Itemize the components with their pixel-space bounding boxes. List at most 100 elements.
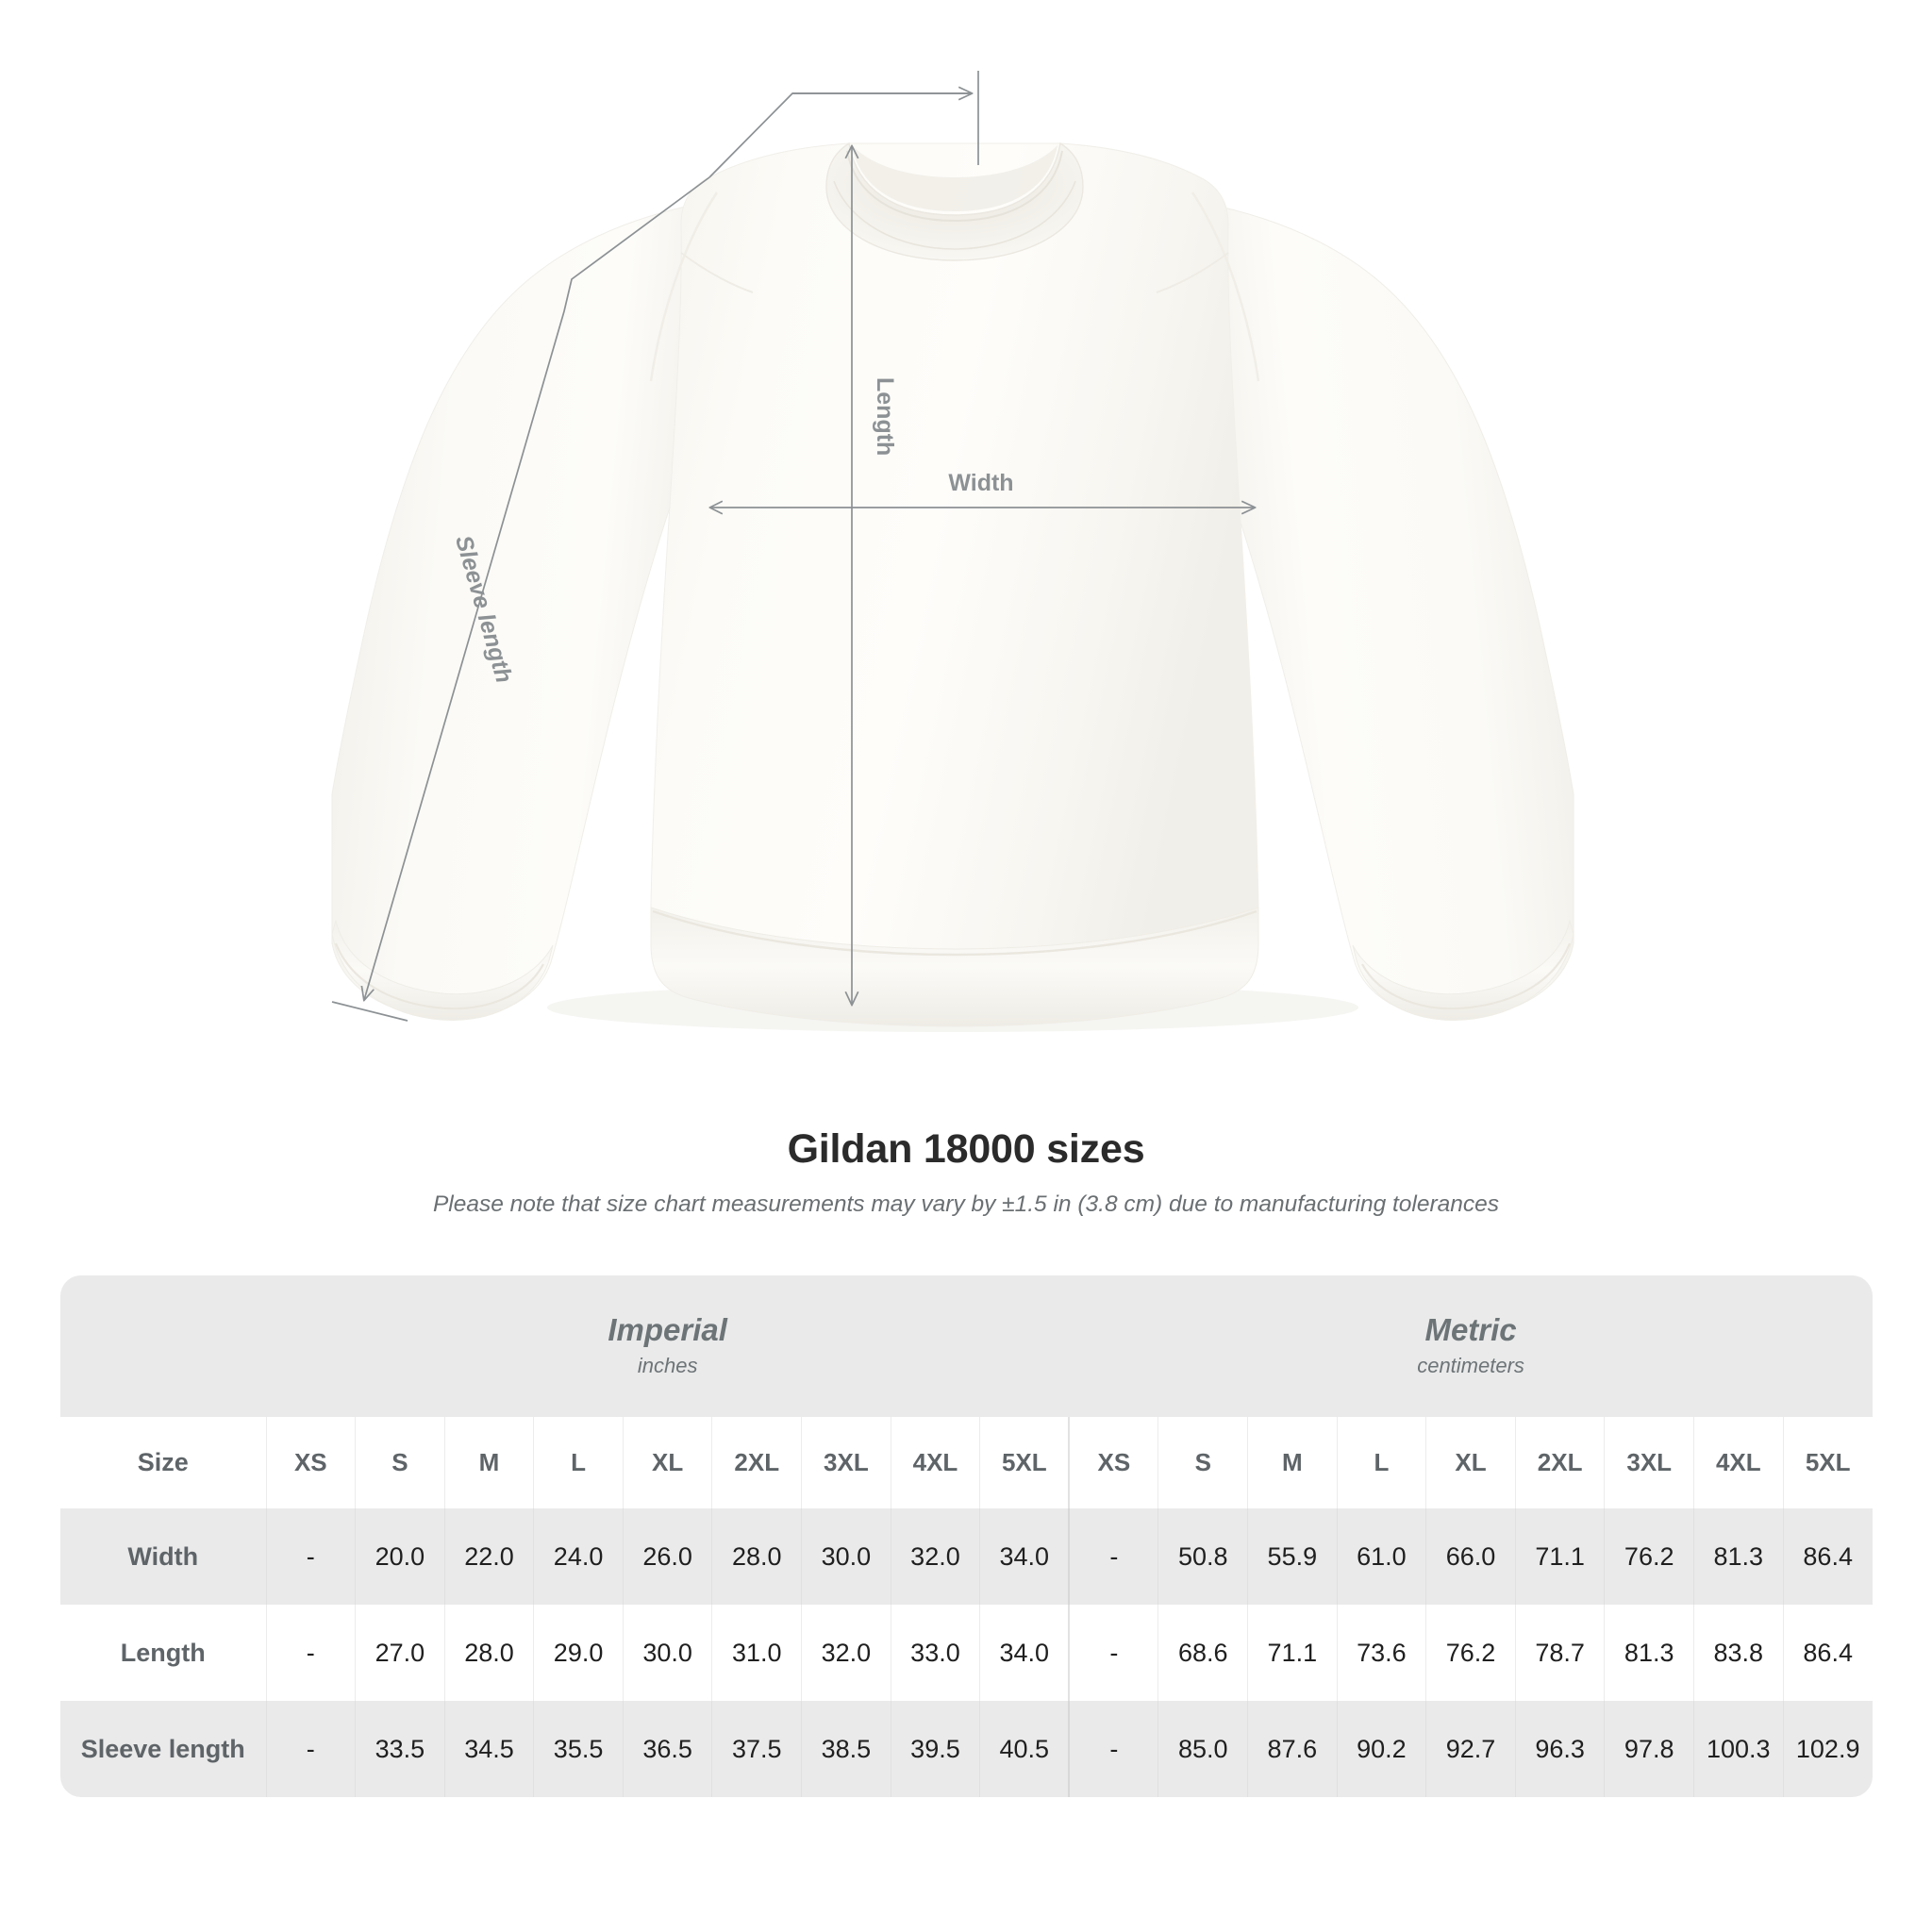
row-label-sleeve-length: Sleeve length bbox=[60, 1701, 266, 1797]
cell: 28.0 bbox=[443, 1605, 534, 1701]
header-imperial-xl: XL bbox=[622, 1417, 712, 1508]
sleeve-length-end-tick bbox=[331, 1001, 408, 1022]
measurement-annotations bbox=[331, 71, 1255, 1022]
row-label-width: Width bbox=[60, 1508, 266, 1605]
cell: 86.4 bbox=[1782, 1605, 1873, 1701]
metric-unit-sub: centimeters bbox=[1417, 1354, 1524, 1378]
header-metric-xl: XL bbox=[1425, 1417, 1516, 1508]
page-title: Gildan 18000 sizes bbox=[787, 1126, 1145, 1172]
cell: 22.0 bbox=[443, 1508, 534, 1605]
cell: 36.5 bbox=[622, 1701, 712, 1797]
cell: 40.5 bbox=[979, 1701, 1070, 1797]
cell: 102.9 bbox=[1782, 1701, 1873, 1797]
header-imperial-l: L bbox=[533, 1417, 624, 1508]
cell: 30.0 bbox=[622, 1605, 712, 1701]
header-imperial-m: M bbox=[443, 1417, 534, 1508]
header-imperial-xs: XS bbox=[265, 1417, 356, 1508]
header-imperial-s: S bbox=[355, 1417, 445, 1508]
cell: 28.0 bbox=[711, 1508, 802, 1605]
cell: 86.4 bbox=[1782, 1508, 1873, 1605]
unit-banner-row: Imperial inches Metric centimeters bbox=[60, 1275, 1873, 1417]
cell: 35.5 bbox=[533, 1701, 624, 1797]
cell: - bbox=[265, 1605, 356, 1701]
length-label: Length bbox=[872, 377, 898, 456]
cell: 71.1 bbox=[1514, 1508, 1605, 1605]
sweatshirt-body bbox=[650, 142, 1259, 1014]
width-label: Width bbox=[948, 470, 1013, 496]
header-metric-3xl: 3XL bbox=[1604, 1417, 1694, 1508]
banner-spacer bbox=[60, 1275, 266, 1417]
table-header-row: Size XS S M L XL 2XL 3XL 4XL 5XL XS S M … bbox=[60, 1417, 1873, 1508]
cell: 81.3 bbox=[1693, 1508, 1784, 1605]
cell: 27.0 bbox=[355, 1605, 445, 1701]
header-metric-2xl: 2XL bbox=[1514, 1417, 1605, 1508]
cell: 37.5 bbox=[711, 1701, 802, 1797]
metric-unit-name: Metric bbox=[1424, 1312, 1517, 1348]
cell: 68.6 bbox=[1158, 1605, 1248, 1701]
cell: 73.6 bbox=[1336, 1605, 1426, 1701]
cell: 26.0 bbox=[622, 1508, 712, 1605]
cell: - bbox=[1068, 1701, 1158, 1797]
cell: 76.2 bbox=[1604, 1508, 1694, 1605]
cell: 34.0 bbox=[979, 1508, 1070, 1605]
imperial-banner: Imperial inches bbox=[266, 1275, 1070, 1417]
header-metric-l: L bbox=[1336, 1417, 1426, 1508]
cell: 66.0 bbox=[1425, 1508, 1516, 1605]
header-metric-5xl: 5XL bbox=[1782, 1417, 1873, 1508]
header-size-label: Size bbox=[60, 1417, 266, 1508]
table-row: Width - 20.0 22.0 24.0 26.0 28.0 30.0 32… bbox=[60, 1508, 1873, 1605]
header-metric-4xl: 4XL bbox=[1693, 1417, 1784, 1508]
cell: 55.9 bbox=[1247, 1508, 1338, 1605]
cell: 85.0 bbox=[1158, 1701, 1248, 1797]
cell: 71.1 bbox=[1247, 1605, 1338, 1701]
sweatshirt-graphic bbox=[331, 142, 1574, 1032]
collar bbox=[825, 142, 1084, 261]
cell: 38.5 bbox=[801, 1701, 891, 1797]
imperial-unit-sub: inches bbox=[637, 1354, 698, 1378]
metric-banner: Metric centimeters bbox=[1069, 1275, 1873, 1417]
cell: 31.0 bbox=[711, 1605, 802, 1701]
sleeve-length-leader bbox=[364, 176, 710, 1000]
cell: 81.3 bbox=[1604, 1605, 1694, 1701]
cell: - bbox=[265, 1701, 356, 1797]
cell: 29.0 bbox=[533, 1605, 624, 1701]
header-metric-s: S bbox=[1158, 1417, 1248, 1508]
cell: - bbox=[1068, 1508, 1158, 1605]
cell: 24.0 bbox=[533, 1508, 624, 1605]
collar-inner-edge bbox=[846, 150, 1063, 223]
cell: 61.0 bbox=[1336, 1508, 1426, 1605]
cell: 100.3 bbox=[1693, 1701, 1784, 1797]
cell: 34.0 bbox=[979, 1605, 1070, 1701]
cell: 30.0 bbox=[801, 1508, 891, 1605]
imperial-unit-name: Imperial bbox=[608, 1312, 727, 1348]
tolerance-note: Please note that size chart measurements… bbox=[432, 1191, 1500, 1218]
cell: 20.0 bbox=[355, 1508, 445, 1605]
row-label-length: Length bbox=[60, 1605, 266, 1701]
header-imperial-3xl: 3XL bbox=[801, 1417, 891, 1508]
cell: 32.0 bbox=[801, 1605, 891, 1701]
header-imperial-2xl: 2XL bbox=[711, 1417, 802, 1508]
cell: 34.5 bbox=[443, 1701, 534, 1797]
header-imperial-5xl: 5XL bbox=[979, 1417, 1070, 1508]
cell: 83.8 bbox=[1693, 1605, 1784, 1701]
cell: 32.0 bbox=[890, 1508, 980, 1605]
cell: 33.0 bbox=[890, 1605, 980, 1701]
size-chart-table: Imperial inches Metric centimeters Size … bbox=[60, 1275, 1873, 1797]
header-metric-m: M bbox=[1247, 1417, 1338, 1508]
table-row: Sleeve length - 33.5 34.5 35.5 36.5 37.5… bbox=[60, 1701, 1873, 1797]
cell: 87.6 bbox=[1247, 1701, 1338, 1797]
cell: 78.7 bbox=[1514, 1605, 1605, 1701]
cell: 33.5 bbox=[355, 1701, 445, 1797]
header-imperial-4xl: 4XL bbox=[890, 1417, 980, 1508]
cell: 97.8 bbox=[1604, 1701, 1694, 1797]
title-block: Gildan 18000 sizes Please note that size… bbox=[0, 1126, 1932, 1219]
cell: 90.2 bbox=[1336, 1701, 1426, 1797]
cell: 96.3 bbox=[1514, 1701, 1605, 1797]
cell: - bbox=[265, 1508, 356, 1605]
cell: 39.5 bbox=[890, 1701, 980, 1797]
cell: 50.8 bbox=[1158, 1508, 1248, 1605]
header-metric-xs: XS bbox=[1068, 1417, 1158, 1508]
garment-illustration: Length Width Sleeve length bbox=[331, 71, 1574, 1032]
cell: 92.7 bbox=[1425, 1701, 1516, 1797]
bottom-hem bbox=[650, 907, 1259, 1027]
